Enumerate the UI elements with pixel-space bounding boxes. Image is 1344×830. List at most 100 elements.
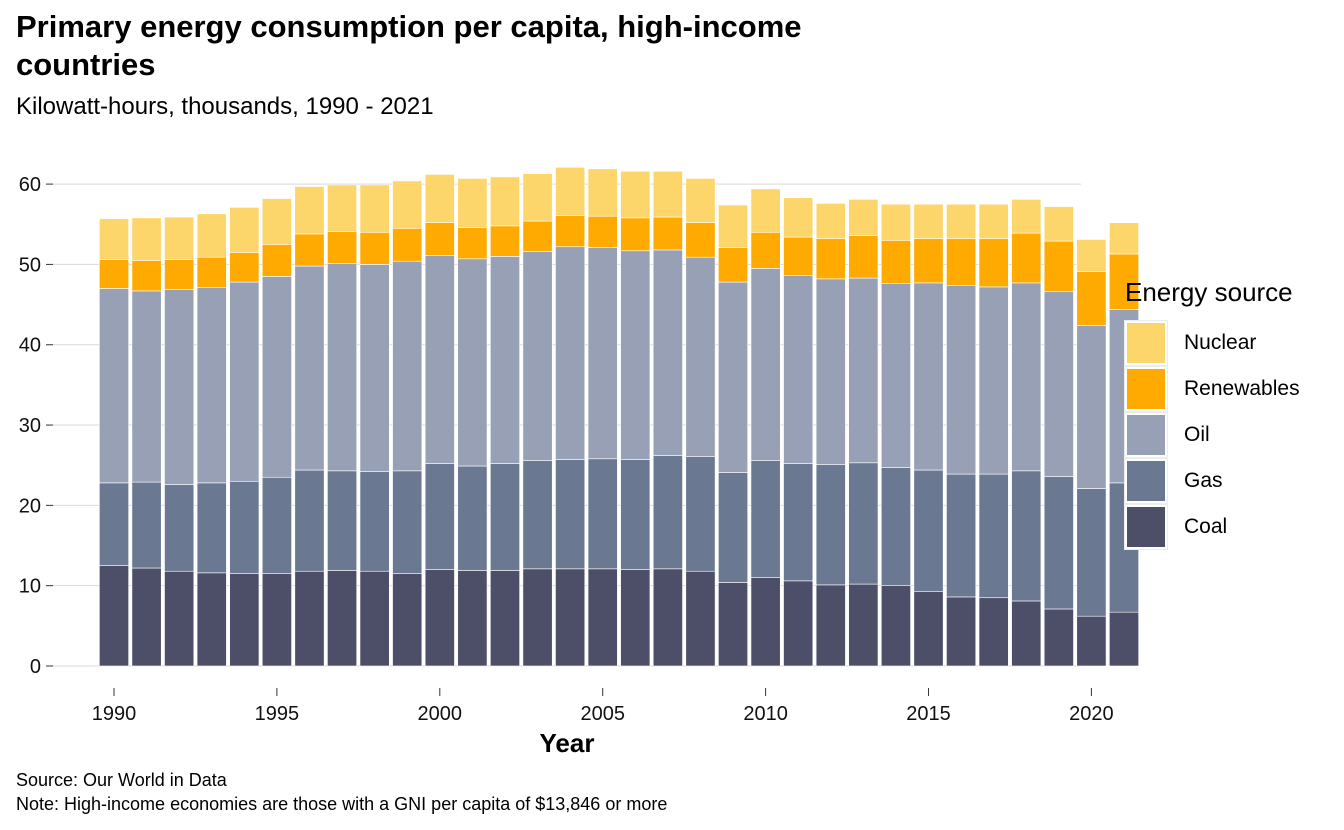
bar-renewables-2002 xyxy=(490,225,520,257)
bar-renewables-1998 xyxy=(359,231,390,265)
bar-nuclear-2002 xyxy=(490,176,520,227)
bar-nuclear-2008 xyxy=(685,178,716,223)
bar-coal-1995 xyxy=(261,573,292,667)
bar-coal-1996 xyxy=(294,570,325,667)
bar-renewables-2011 xyxy=(783,236,814,276)
bar-coal-2014 xyxy=(880,585,911,667)
bar-nuclear-2005 xyxy=(587,168,618,217)
bar-coal-2003 xyxy=(522,568,553,667)
bar-renewables-2010 xyxy=(750,231,781,269)
bar-oil-2001 xyxy=(457,258,488,467)
bar-nuclear-1990 xyxy=(99,218,129,260)
bar-oil-2005 xyxy=(587,247,618,460)
legend-item-nuclear: Nuclear xyxy=(1124,320,1300,366)
legend: Energy source Nuclear Renewables Oil Gas… xyxy=(1124,276,1300,550)
bar-oil-2019 xyxy=(1043,291,1074,477)
bar-oil-1995 xyxy=(261,276,292,478)
bar-coal-1991 xyxy=(131,567,162,667)
bar-nuclear-2007 xyxy=(652,170,683,218)
bar-oil-2020 xyxy=(1076,325,1107,489)
bar-gas-1991 xyxy=(131,481,162,569)
bar-oil-2012 xyxy=(815,278,846,465)
bar-coal-2019 xyxy=(1043,608,1074,667)
y-tick-label: 50 xyxy=(19,254,41,276)
bar-nuclear-2016 xyxy=(946,203,977,240)
bar-nuclear-1995 xyxy=(261,198,292,245)
bar-nuclear-2013 xyxy=(848,199,879,236)
bar-gas-2016 xyxy=(946,473,977,598)
bar-renewables-2015 xyxy=(913,238,944,284)
bar-coal-2021 xyxy=(1109,611,1139,667)
x-tick-label: 2000 xyxy=(418,703,463,725)
bar-gas-1998 xyxy=(359,471,390,572)
bar-gas-2014 xyxy=(880,467,911,586)
bar-gas-1997 xyxy=(327,470,358,571)
bar-coal-1998 xyxy=(359,570,390,667)
bar-coal-1990 xyxy=(99,565,129,667)
bar-gas-2011 xyxy=(783,463,814,582)
bar-coal-2018 xyxy=(1011,600,1042,667)
x-tick-label: 2010 xyxy=(743,703,788,725)
bar-oil-1998 xyxy=(359,264,390,472)
bar-renewables-2003 xyxy=(522,220,553,252)
bar-nuclear-2004 xyxy=(555,166,586,216)
bar-renewables-1993 xyxy=(196,256,227,288)
bar-nuclear-2006 xyxy=(620,170,651,219)
legend-swatch-oil xyxy=(1124,412,1168,458)
bar-coal-2013 xyxy=(848,583,879,667)
bar-renewables-2016 xyxy=(946,238,977,286)
bar-coal-2004 xyxy=(555,568,586,667)
bar-renewables-2006 xyxy=(620,217,651,252)
bar-oil-2007 xyxy=(652,249,683,456)
bar-gas-2015 xyxy=(913,469,944,592)
bar-coal-2008 xyxy=(685,570,716,667)
bar-oil-1992 xyxy=(164,289,195,485)
chart-title: Primary energy consumption per capita, h… xyxy=(16,9,802,82)
bar-gas-2002 xyxy=(490,463,520,571)
bar-renewables-1995 xyxy=(261,244,292,277)
source-note: Source: Our World in Data xyxy=(16,770,227,790)
bar-oil-2018 xyxy=(1011,282,1042,472)
bar-renewables-2009 xyxy=(718,247,748,283)
bar-nuclear-2003 xyxy=(522,173,553,222)
bar-renewables-2005 xyxy=(587,215,618,248)
legend-label: Nuclear xyxy=(1184,331,1257,354)
bar-nuclear-2014 xyxy=(880,203,911,241)
bar-coal-1994 xyxy=(229,573,260,667)
y-tick-label: 30 xyxy=(19,415,41,437)
bar-renewables-2012 xyxy=(815,238,846,280)
bar-coal-2005 xyxy=(587,568,618,667)
y-tick-label: 10 xyxy=(19,576,41,598)
bar-nuclear-1997 xyxy=(327,184,358,232)
bar-gas-1994 xyxy=(229,480,260,574)
bar-renewables-1990 xyxy=(99,259,129,289)
bar-oil-1997 xyxy=(327,263,358,472)
bar-oil-2016 xyxy=(946,284,977,475)
bar-gas-1999 xyxy=(392,470,423,574)
bar-nuclear-2000 xyxy=(424,174,455,223)
bar-gas-1995 xyxy=(261,476,292,574)
bar-renewables-1997 xyxy=(327,231,358,264)
bar-coal-2015 xyxy=(913,590,944,667)
legend-item-oil: Oil xyxy=(1124,412,1300,458)
y-tick-label: 40 xyxy=(19,335,41,357)
bar-nuclear-2001 xyxy=(457,178,488,228)
x-axis: 1990 1995 2000 2005 2010 2015 2020 xyxy=(92,688,1114,725)
bar-nuclear-2015 xyxy=(913,203,944,240)
x-tick-label: 2015 xyxy=(906,703,951,725)
bar-nuclear-2009 xyxy=(718,204,748,248)
bar-gas-2004 xyxy=(555,459,586,570)
bar-gas-2008 xyxy=(685,456,716,572)
legend-item-renewables: Renewables xyxy=(1124,366,1300,412)
bar-gas-2012 xyxy=(815,464,846,586)
bar-oil-2000 xyxy=(424,255,455,464)
bar-renewables-1991 xyxy=(131,260,162,292)
bar-oil-2003 xyxy=(522,251,553,461)
legend-swatch-nuclear xyxy=(1124,320,1168,366)
x-tick-label: 1995 xyxy=(255,703,300,725)
bar-nuclear-1996 xyxy=(294,186,325,235)
y-tick-label: 20 xyxy=(19,495,41,517)
bar-nuclear-2010 xyxy=(750,188,781,233)
bar-coal-2017 xyxy=(978,597,1009,667)
